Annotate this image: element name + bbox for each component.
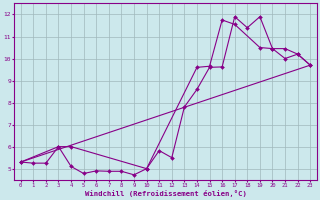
X-axis label: Windchill (Refroidissement éolien,°C): Windchill (Refroidissement éolien,°C) [84,190,246,197]
